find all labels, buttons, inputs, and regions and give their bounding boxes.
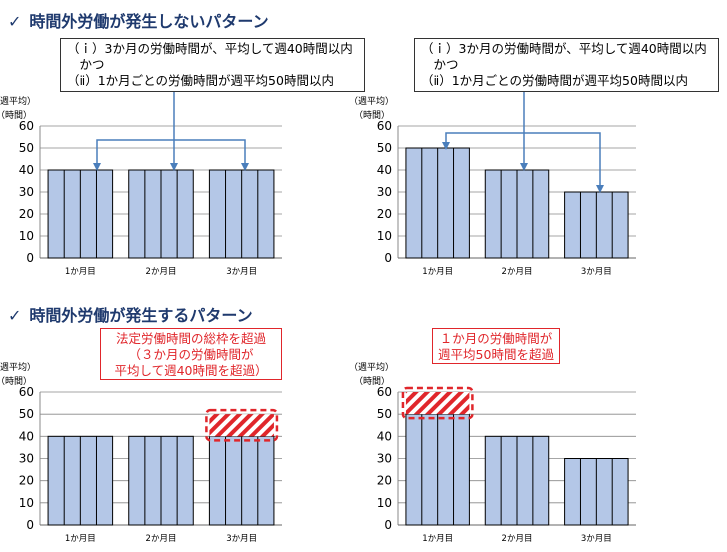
bar — [564, 458, 629, 526]
x-tick-label: 1か月目 — [65, 267, 96, 277]
y-tick-label: 20 — [19, 474, 34, 488]
y-tick-label: 60 — [377, 119, 392, 133]
chart-2: （週平均） （時間） 0 10 20 30 40 50 60 1か月目 2か月目 3か月目 — [349, 95, 636, 277]
x-tick-label: 3か月目 — [581, 534, 612, 544]
y-tick-label: 20 — [377, 474, 392, 488]
bar — [401, 386, 474, 526]
y-tick-label: 10 — [377, 229, 392, 243]
check-icon: ✓ — [8, 306, 22, 325]
y-tick-label: 0 — [384, 518, 392, 532]
y-axis-unit: （時間） — [354, 110, 390, 121]
y-axis-label: （週平均） — [0, 361, 36, 373]
bar — [205, 408, 279, 526]
excess-outline — [401, 386, 474, 420]
x-tick-label: 3か月目 — [226, 534, 257, 544]
callout-line: 平均して週40時間を超過） — [114, 363, 268, 378]
condition-box-left: （ｉ）3か月の労働時間が、平均して週40時間以内 かつ （ⅱ）1か月ごとの労働時… — [60, 38, 365, 92]
y-tick-label: 10 — [19, 229, 34, 243]
condition-box-right: （ｉ）3か月の労働時間が、平均して週40時間以内 かつ （ⅱ）1か月ごとの労働時… — [414, 38, 719, 92]
x-tick-label: 1か月目 — [422, 534, 453, 544]
callout-line: １か月の労働時間が — [439, 331, 553, 346]
y-tick-label: 10 — [377, 496, 392, 510]
callout-monthly-exceeded: １か月の労働時間が 週平均50時間を超過 — [432, 328, 560, 364]
excess-hatch — [209, 414, 274, 437]
y-tick-label: 0 — [26, 518, 34, 532]
y-axis-unit: （時間） — [0, 376, 32, 387]
chart-4: （週平均） （時間） 0 10 20 30 40 50 60 1か月目 2か月目 3か月目 — [349, 361, 636, 544]
bar — [128, 169, 194, 259]
bar — [484, 169, 550, 259]
callout-line: 週平均50時間を超過 — [438, 347, 554, 362]
y-tick-label: 0 — [384, 251, 392, 265]
callout-line: 法定労働時間の総枠を超過 — [115, 331, 266, 346]
bar — [405, 147, 470, 259]
y-tick-label: 50 — [19, 141, 34, 155]
x-tick-label: 2か月目 — [146, 267, 177, 277]
section-title-text: 時間外労働が発生するパターン — [29, 306, 253, 325]
condition-line: （ｉ）3か月の労働時間が、平均して週40時間以内 — [421, 41, 707, 56]
x-tick-label: 1か月目 — [422, 267, 453, 277]
callout-line: （３か月の労働時間が — [128, 347, 254, 362]
excess-hatch — [405, 392, 470, 415]
callout-total-exceeded: 法定労働時間の総枠を超過 （３か月の労働時間が 平均して週40時間を超過） — [100, 328, 282, 380]
y-tick-label: 60 — [377, 385, 392, 399]
y-tick-label: 0 — [26, 251, 34, 265]
y-tick-label: 40 — [19, 163, 34, 177]
y-axis-label: （週平均） — [349, 95, 394, 107]
y-axis-label: （週平均） — [0, 95, 36, 107]
condition-line: かつ — [67, 57, 105, 72]
chart-1: （週平均） （時間） 0 10 20 30 40 50 60 1か月目 2か月目 3か月目 — [0, 95, 282, 277]
y-tick-label: 50 — [377, 141, 392, 155]
x-tick-label: 2か月目 — [502, 534, 533, 544]
y-tick-label: 50 — [377, 407, 392, 421]
check-icon: ✓ — [8, 12, 22, 31]
section-title-text: 時間外労働が発生しないパターン — [29, 12, 269, 31]
section-title-no-overtime: ✓ 時間外労働が発生しないパターン — [8, 8, 269, 32]
y-tick-label: 60 — [19, 385, 34, 399]
y-tick-label: 30 — [19, 185, 34, 199]
condition-line: （ｉ）3か月の労働時間が、平均して週40時間以内 — [67, 41, 353, 56]
y-tick-label: 20 — [19, 207, 34, 221]
y-tick-label: 10 — [19, 496, 34, 510]
y-axis-label: （週平均） — [349, 361, 394, 373]
y-tick-label: 40 — [19, 429, 34, 443]
y-axis-unit: （時間） — [0, 110, 32, 121]
bar — [484, 435, 550, 526]
condition-line: （ⅱ）1か月ごとの労働時間が週平均50時間以内 — [421, 73, 688, 88]
y-tick-label: 40 — [377, 163, 392, 177]
x-tick-label: 2か月目 — [146, 534, 177, 544]
x-tick-label: 3か月目 — [226, 267, 257, 277]
bar — [128, 435, 194, 526]
excess-outline — [205, 408, 279, 442]
section-title-overtime: ✓ 時間外労働が発生するパターン — [8, 302, 253, 326]
bar — [208, 169, 275, 259]
y-tick-label: 30 — [377, 452, 392, 466]
y-tick-label: 40 — [377, 429, 392, 443]
x-tick-label: 2か月目 — [502, 267, 533, 277]
x-tick-label: 3か月目 — [581, 267, 612, 277]
y-tick-label: 50 — [19, 407, 34, 421]
bar — [47, 169, 114, 259]
x-tick-label: 1か月目 — [65, 534, 96, 544]
bar — [47, 435, 114, 526]
y-tick-label: 20 — [377, 207, 392, 221]
y-tick-label: 30 — [19, 452, 34, 466]
chart-3: （週平均） （時間） 0 10 20 30 40 50 60 1か月目 2か月目 3か月目 — [0, 361, 282, 544]
y-tick-label: 60 — [19, 119, 34, 133]
condition-line: （ⅱ）1か月ごとの労働時間が週平均50時間以内 — [67, 73, 334, 88]
y-axis-unit: （時間） — [354, 376, 390, 387]
condition-line: かつ — [421, 57, 459, 72]
bar — [564, 191, 629, 259]
y-tick-label: 30 — [377, 185, 392, 199]
